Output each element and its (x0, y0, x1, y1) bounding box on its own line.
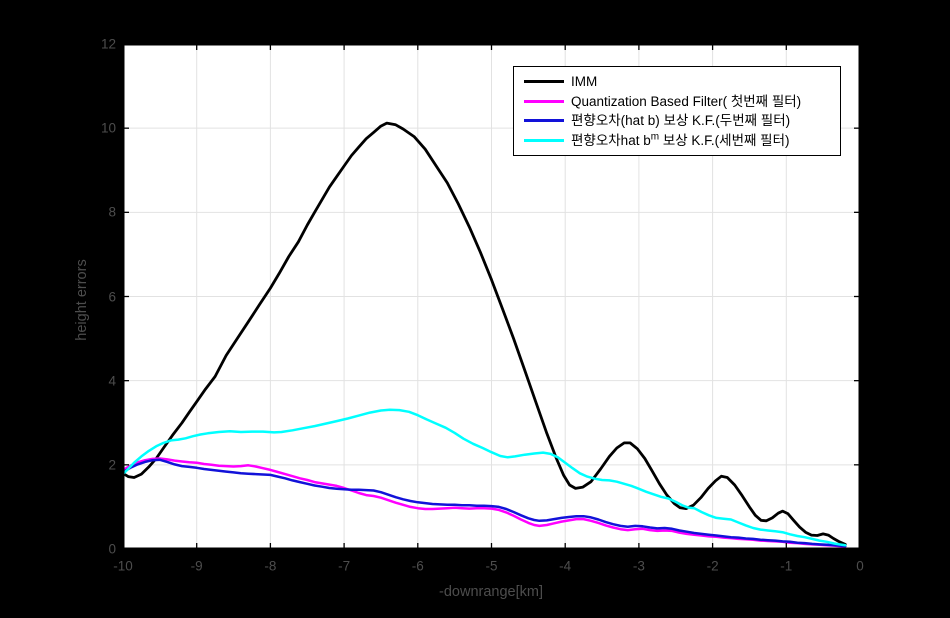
x-tick-label: -2 (706, 558, 719, 574)
legend-label: 편향오차(hat b) 보상 K.F.(두번째 필터) (571, 113, 791, 128)
legend-item-bias-hat-b: 편향오차(hat b) 보상 K.F.(두번째 필터) (524, 111, 840, 131)
x-tick-label: 0 (856, 558, 864, 574)
x-tick-label: -4 (559, 558, 572, 574)
axes-border (123, 44, 860, 549)
legend-label: IMM (571, 74, 598, 89)
legend-item-imm: IMM (524, 72, 840, 92)
series-line-0 (123, 121, 847, 546)
legend-item-bias-hat-bm: 편향오차hat bm 보상 K.F.(세번째 필터) (524, 131, 840, 151)
superscript-m: m (650, 131, 660, 142)
x-tick-label: -8 (264, 558, 277, 574)
x-tick-label: -5 (485, 558, 498, 574)
y-tick-label: 10 (100, 120, 116, 136)
legend-line-sample-magenta (524, 99, 564, 103)
plot-area: IMM Quantization Based Filter( 첫번째 필터) 편… (123, 44, 860, 549)
y-tick-label: 6 (108, 289, 116, 304)
y-tick-label: 12 (100, 36, 116, 52)
legend-label: 편향오차hat bm 보상 K.F.(세번째 필터) (571, 131, 790, 148)
x-tick-label: -10 (113, 558, 133, 574)
legend-line-sample-blue (524, 119, 564, 123)
y-tick-label: 8 (108, 204, 116, 220)
y-tick-label: 0 (108, 541, 116, 557)
y-tick-label: 2 (108, 457, 116, 473)
series-line-3 (123, 408, 847, 547)
x-tick-label: -3 (632, 558, 645, 574)
x-tick-label: -9 (190, 558, 203, 574)
legend-label: Quantization Based Filter( 첫번째 필터) (571, 93, 802, 109)
y-tick-label: 4 (108, 373, 116, 389)
legend-line-sample-cyan (524, 138, 564, 142)
x-axis-label: -downrange[km] (439, 584, 543, 600)
legend-item-quantization-filter: Quantization Based Filter( 첫번째 필터) (524, 92, 840, 112)
x-tick-label: -7 (338, 558, 351, 574)
legend: IMM Quantization Based Filter( 첫번째 필터) 편… (513, 66, 841, 156)
legend-line-sample-black (524, 80, 564, 84)
series-line-2 (123, 458, 847, 548)
x-tick-label: -1 (780, 558, 793, 574)
x-tick-label: -6 (411, 558, 424, 574)
